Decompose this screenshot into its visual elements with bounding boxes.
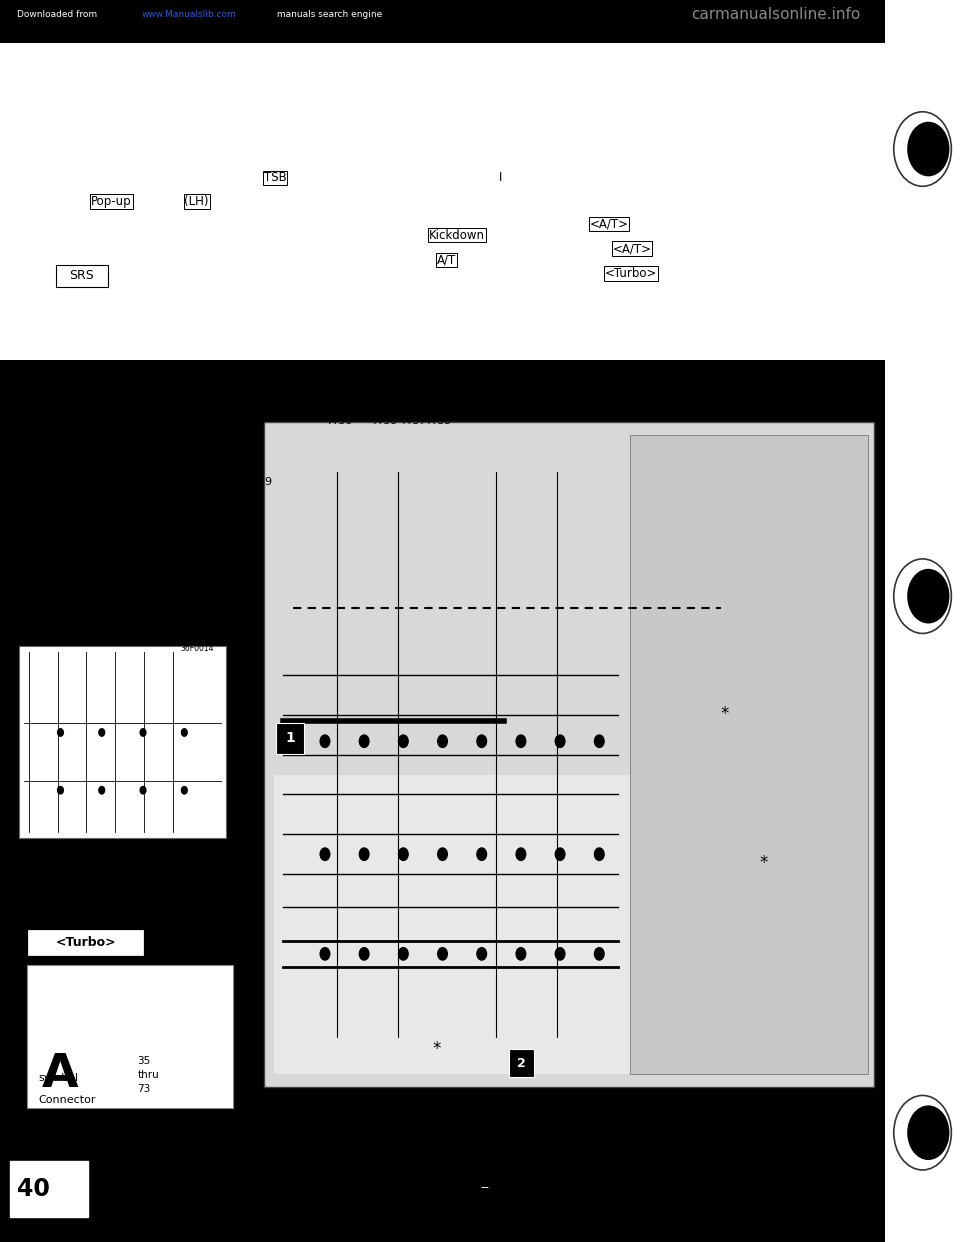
Text: (LH): (LH) <box>184 195 209 207</box>
Text: A-61: A-61 <box>232 537 257 546</box>
Circle shape <box>516 735 526 748</box>
Bar <box>276 723 304 754</box>
Circle shape <box>398 848 408 861</box>
Circle shape <box>438 735 447 748</box>
Circle shape <box>477 848 487 861</box>
Text: *: * <box>721 705 729 723</box>
Text: A-66: A-66 <box>232 671 257 681</box>
Text: A-63: A-63 <box>232 590 257 600</box>
Circle shape <box>594 848 604 861</box>
Bar <box>19 646 226 838</box>
Circle shape <box>555 948 564 960</box>
Circle shape <box>99 786 105 794</box>
Text: 2: 2 <box>516 1057 526 1069</box>
Text: A-64: A-64 <box>231 617 257 627</box>
Text: A-56: A-56 <box>329 416 352 426</box>
Circle shape <box>140 786 146 794</box>
Circle shape <box>894 559 951 633</box>
Text: A-57: A-57 <box>403 416 426 426</box>
Text: Connector: Connector <box>38 1095 96 1105</box>
Bar <box>0 43 885 360</box>
Circle shape <box>398 948 408 960</box>
Text: *: * <box>433 1041 441 1058</box>
Circle shape <box>894 1095 951 1170</box>
Circle shape <box>359 848 369 861</box>
Text: www.Manualslib.com: www.Manualslib.com <box>142 10 237 20</box>
Circle shape <box>140 729 146 737</box>
Text: SRS: SRS <box>69 270 94 282</box>
Circle shape <box>594 948 604 960</box>
Circle shape <box>907 569 949 623</box>
Text: A-55: A-55 <box>428 416 451 426</box>
Bar <box>264 422 874 1087</box>
Circle shape <box>907 1105 949 1160</box>
Text: 35
thru
73: 35 thru 73 <box>137 1056 159 1094</box>
Bar <box>27 965 233 1108</box>
Circle shape <box>181 729 187 737</box>
Bar <box>274 775 864 1074</box>
Circle shape <box>58 786 63 794</box>
Bar <box>0 0 885 41</box>
Text: <A/T>: <A/T> <box>589 217 629 230</box>
Circle shape <box>359 948 369 960</box>
Text: Downloaded from: Downloaded from <box>17 10 100 20</box>
Circle shape <box>555 848 564 861</box>
Text: 36F0014: 36F0014 <box>180 645 214 653</box>
Text: carmanualsonline.info: carmanualsonline.info <box>691 7 860 22</box>
Circle shape <box>907 122 949 176</box>
Circle shape <box>321 735 330 748</box>
Text: TSB: TSB <box>264 171 287 184</box>
Text: A/T: A/T <box>437 253 456 266</box>
Circle shape <box>321 848 330 861</box>
Text: A: A <box>41 1052 78 1097</box>
Text: *: * <box>759 854 767 872</box>
Text: A-60: A-60 <box>232 509 257 519</box>
Text: <A/T>: <A/T> <box>612 242 652 255</box>
Circle shape <box>99 729 105 737</box>
Text: manuals search engine: manuals search engine <box>274 10 382 20</box>
Bar <box>509 1049 534 1077</box>
Bar <box>56 265 108 287</box>
Text: I: I <box>499 171 503 184</box>
Text: Pop-up: Pop-up <box>91 195 132 207</box>
Text: A-58: A-58 <box>374 416 397 426</box>
Circle shape <box>594 735 604 748</box>
Circle shape <box>477 948 487 960</box>
Text: A-68: A-68 <box>231 840 257 850</box>
Circle shape <box>477 735 487 748</box>
Text: A-65: A-65 <box>232 645 257 655</box>
Circle shape <box>398 735 408 748</box>
Text: symbol: symbol <box>38 1073 79 1083</box>
Bar <box>10 1161 88 1217</box>
Text: --: -- <box>480 1181 490 1194</box>
Circle shape <box>359 735 369 748</box>
Circle shape <box>894 112 951 186</box>
Text: 40: 40 <box>17 1176 50 1201</box>
Circle shape <box>321 948 330 960</box>
Circle shape <box>516 948 526 960</box>
Text: Kickdown: Kickdown <box>429 229 485 241</box>
Text: 1: 1 <box>285 730 295 745</box>
Circle shape <box>438 848 447 861</box>
Circle shape <box>516 848 526 861</box>
Text: A-62: A-62 <box>231 563 257 573</box>
Circle shape <box>58 729 63 737</box>
Text: <Turbo>: <Turbo> <box>55 936 116 949</box>
Bar <box>885 0 960 1242</box>
Bar <box>630 435 868 1074</box>
Circle shape <box>438 948 447 960</box>
Circle shape <box>181 786 187 794</box>
Text: <Turbo>: <Turbo> <box>605 267 658 279</box>
Bar <box>27 929 144 956</box>
Text: 9: 9 <box>265 477 272 487</box>
Circle shape <box>555 735 564 748</box>
